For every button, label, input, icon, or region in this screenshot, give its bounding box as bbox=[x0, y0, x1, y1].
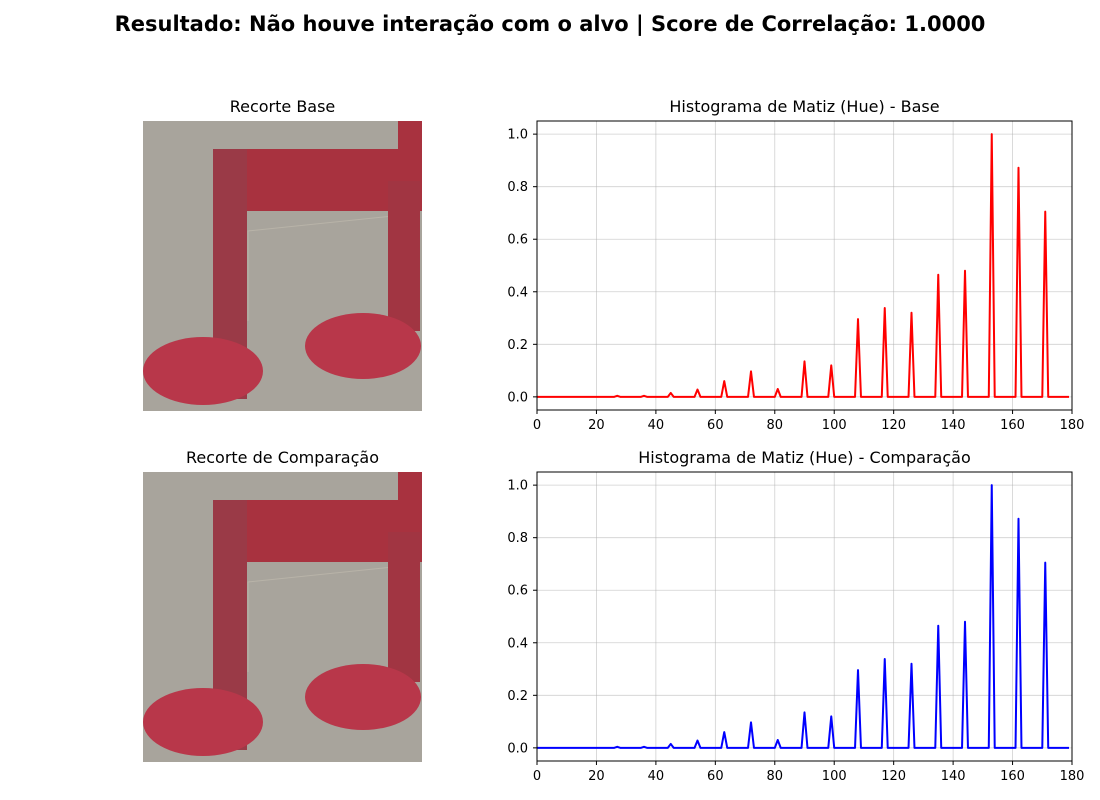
base-xtick-label-5: 100 bbox=[822, 418, 847, 433]
compare-xtick-label-0: 0 bbox=[533, 769, 541, 784]
base-crop-image bbox=[143, 121, 422, 411]
base-histogram-title: Histograma de Matiz (Hue) - Base bbox=[669, 97, 940, 116]
compare-hue-series-line bbox=[537, 484, 1070, 749]
compare-ytick-label-1: 0.2 bbox=[507, 689, 528, 704]
figure-suptitle: Resultado: Não houve interação com o alv… bbox=[114, 12, 986, 36]
base-xtick-label-7: 140 bbox=[941, 418, 966, 433]
compare-ytick-label-4: 0.8 bbox=[507, 531, 528, 546]
compare-xtick-label-4: 80 bbox=[767, 769, 784, 784]
base-xtick-label-4: 80 bbox=[767, 418, 784, 433]
base-ytick-label-3: 0.6 bbox=[507, 233, 528, 248]
music-note-icon bbox=[143, 121, 422, 411]
base-ytick-label-0: 0.0 bbox=[507, 390, 528, 405]
compare-xtick-label-8: 160 bbox=[1000, 769, 1025, 784]
compare-crop-title: Recorte de Comparação bbox=[186, 448, 379, 467]
compare-crop-image bbox=[143, 472, 422, 762]
base-xtick-label-2: 40 bbox=[648, 418, 665, 433]
base-axes-frame bbox=[536, 120, 1073, 411]
compare-xtick-label-1: 20 bbox=[588, 769, 605, 784]
compare-xtick-label-7: 140 bbox=[941, 769, 966, 784]
base-xtick-label-1: 20 bbox=[588, 418, 605, 433]
base-ytick-label-1: 0.2 bbox=[507, 338, 528, 353]
compare-ytick-label-5: 1.0 bbox=[507, 479, 528, 494]
compare-ytick-label-3: 0.6 bbox=[507, 584, 528, 599]
compare-xtick-label-5: 100 bbox=[822, 769, 847, 784]
base-ytick-label-5: 1.0 bbox=[507, 128, 528, 143]
base-xtick-label-8: 160 bbox=[1000, 418, 1025, 433]
compare-xtick-label-3: 60 bbox=[707, 769, 724, 784]
base-hue-series-line bbox=[537, 133, 1070, 398]
base-xtick-label-0: 0 bbox=[533, 418, 541, 433]
compare-xtick-label-9: 180 bbox=[1060, 769, 1085, 784]
base-ytick-label-4: 0.8 bbox=[507, 180, 528, 195]
base-xtick-label-6: 120 bbox=[881, 418, 906, 433]
base-crop-title: Recorte Base bbox=[229, 97, 336, 116]
compare-axes-frame bbox=[536, 471, 1073, 762]
compare-ytick-label-2: 0.4 bbox=[507, 636, 528, 651]
base-xtick-label-3: 60 bbox=[707, 418, 724, 433]
compare-ytick-label-0: 0.0 bbox=[507, 741, 528, 756]
compare-xtick-label-6: 120 bbox=[881, 769, 906, 784]
compare-histogram-title: Histograma de Matiz (Hue) - Comparação bbox=[638, 448, 971, 467]
music-note-icon bbox=[143, 472, 422, 762]
compare-xtick-label-2: 40 bbox=[648, 769, 665, 784]
base-ytick-label-2: 0.4 bbox=[507, 285, 528, 300]
base-xtick-label-9: 180 bbox=[1060, 418, 1085, 433]
